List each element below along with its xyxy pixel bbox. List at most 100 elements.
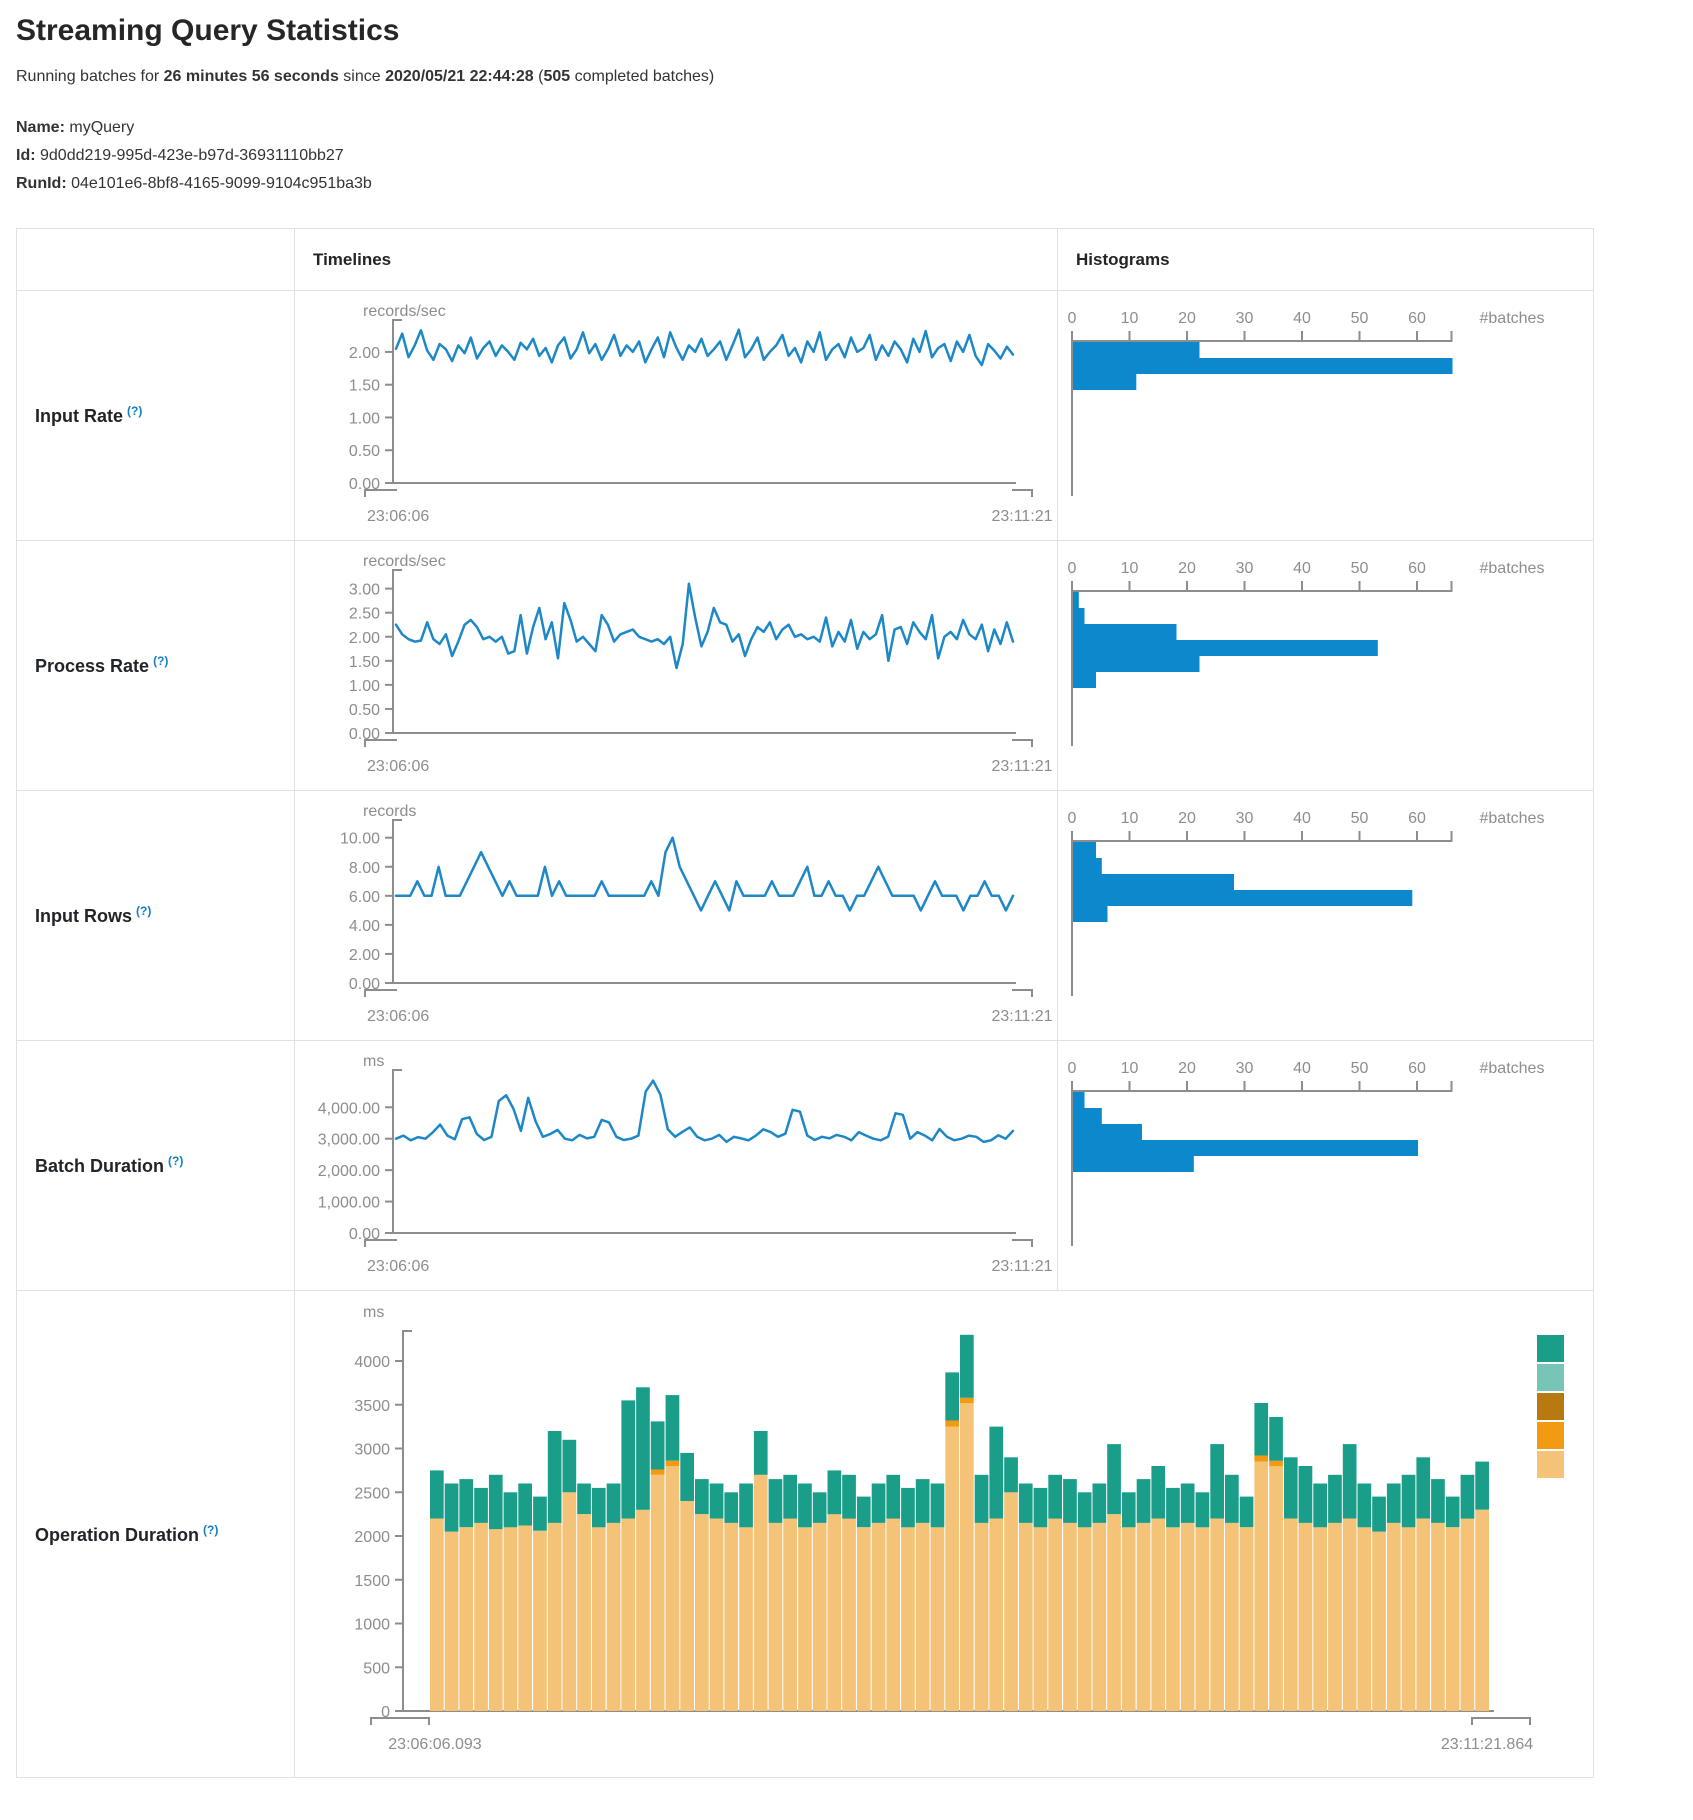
svg-text:3.00: 3.00 [349, 582, 380, 599]
svg-text:10.00: 10.00 [340, 831, 380, 848]
summary-suffix: completed batches) [570, 68, 715, 85]
svg-text:23:11:21: 23:11:21 [991, 1258, 1052, 1275]
histogram-cell-batch-duration: 0 10 20 30 40 50 60 #batches [1057, 1040, 1594, 1291]
svg-text:#batches: #batches [1480, 310, 1545, 327]
row-label-process-rate: Process Rate (?) [16, 540, 295, 791]
timeline-cell-input-rows: records 10.00 8.00 6.00 4.00 2.00 0.00 23:06:06… [294, 790, 1058, 1041]
svg-text:60: 60 [1408, 560, 1426, 577]
query-runid-value: 04e101e6-8bf8-4165-9099-9104c951ba3b [71, 175, 372, 192]
svg-text:4.00: 4.00 [349, 918, 380, 935]
query-name-row: Name: myQuery [16, 114, 1693, 142]
svg-text:10: 10 [1121, 810, 1139, 827]
svg-text:2,000.00: 2,000.00 [318, 1163, 380, 1180]
svg-text:0.50: 0.50 [349, 443, 380, 460]
svg-text:30: 30 [1236, 810, 1254, 827]
histogram-chart-input-rows: 0 10 20 30 40 50 60 #batches [1068, 810, 1545, 996]
svg-text:50: 50 [1351, 560, 1369, 577]
svg-text:0: 0 [1068, 310, 1077, 327]
help-icon-input-rows[interactable]: (?) [136, 904, 152, 918]
svg-text:1.50: 1.50 [349, 654, 380, 671]
svg-text:23:06:06: 23:06:06 [367, 1008, 429, 1025]
svg-text:10: 10 [1121, 560, 1139, 577]
svg-text:20: 20 [1178, 560, 1196, 577]
stats-row-batch-duration: Batch Duration (?) ms 4,000.00 3,000.00 2,000… [16, 1040, 1594, 1291]
svg-text:20: 20 [1178, 1060, 1196, 1077]
running-summary: Running batches for 26 minutes 56 second… [16, 68, 1693, 86]
svg-text:3000: 3000 [354, 1442, 390, 1459]
svg-text:2.50: 2.50 [349, 606, 380, 623]
svg-text:4000: 4000 [354, 1354, 390, 1371]
help-icon-operation-duration[interactable]: (?) [203, 1522, 219, 1537]
col-header-histograms: Histograms [1057, 228, 1594, 291]
svg-text:0.50: 0.50 [349, 702, 380, 719]
stats-row-process-rate: Process Rate (?) records/sec 3.00 2.50 2.00 1.… [16, 540, 1594, 791]
svg-text:23:11:21.864: 23:11:21.864 [1441, 1736, 1533, 1753]
legend-swatch-3 [1537, 1422, 1564, 1449]
help-icon-process-rate[interactable]: (?) [153, 654, 169, 668]
completed-batches-count: 505 [543, 68, 571, 85]
svg-text:60: 60 [1408, 810, 1426, 827]
svg-text:23:11:21: 23:11:21 [991, 1008, 1052, 1025]
timeline-chart-input-rate: records/sec 2.00 1.50 1.00 0.50 0.00 23:06:06 2… [349, 303, 1053, 525]
legend-swatch-2 [1537, 1393, 1564, 1420]
row-label-input-rows: Input Rows (?) [16, 790, 295, 1041]
histogram-chart-batch-duration: 0 10 20 30 40 50 60 #batches [1068, 1060, 1545, 1246]
svg-text:10: 10 [1121, 310, 1139, 327]
svg-text:23:11:21: 23:11:21 [991, 758, 1052, 775]
svg-text:23:06:06: 23:06:06 [367, 758, 429, 775]
svg-text:10: 10 [1121, 1060, 1139, 1077]
svg-text:23:06:06: 23:06:06 [367, 1258, 429, 1275]
row-label-text-input-rate: Input Rate [35, 406, 123, 426]
histogram-chart-process-rate: 0 10 20 30 40 50 60 #batches [1068, 560, 1545, 746]
help-icon-input-rate[interactable]: (?) [127, 404, 143, 418]
histogram-cell-process-rate: 0 10 20 30 40 50 60 #batches [1057, 540, 1594, 791]
query-id-label: Id: [16, 147, 36, 164]
legend-swatch-4 [1537, 1451, 1564, 1478]
svg-text:0: 0 [381, 1704, 390, 1721]
svg-text:4,000.00: 4,000.00 [318, 1100, 380, 1117]
svg-text:40: 40 [1293, 310, 1311, 327]
timeline-chart-process-rate: records/sec 3.00 2.50 2.00 1.50 1.00 0.50 0.00 2… [349, 553, 1053, 775]
help-icon-batch-duration[interactable]: (?) [168, 1154, 184, 1168]
svg-text:1500: 1500 [354, 1573, 390, 1590]
svg-text:#batches: #batches [1480, 1060, 1545, 1077]
svg-text:50: 50 [1351, 1060, 1369, 1077]
svg-text:23:06:06.093: 23:06:06.093 [388, 1736, 482, 1753]
svg-text:#batches: #batches [1480, 560, 1545, 577]
row-label-text-operation-duration: Operation Duration [35, 1524, 200, 1545]
svg-text:0.00: 0.00 [349, 1226, 380, 1243]
svg-text:2500: 2500 [354, 1485, 390, 1502]
running-duration: 26 minutes 56 seconds [163, 68, 339, 85]
svg-text:1.00: 1.00 [349, 410, 380, 427]
stats-header-row: Timelines Histograms [16, 228, 1594, 291]
col-header-timelines: Timelines [294, 228, 1058, 291]
svg-text:8.00: 8.00 [349, 860, 380, 877]
svg-text:records/sec: records/sec [363, 553, 446, 570]
stats-row-input-rows: Input Rows (?) records 10.00 8.00 6.00 4.00 2.0… [16, 790, 1594, 1041]
svg-text:3,000.00: 3,000.00 [318, 1132, 380, 1149]
svg-text:1,000.00: 1,000.00 [318, 1195, 380, 1212]
operation-duration-cell: ms 4000 3500 3000 2500 2000 1500 1000 500 0 23:06:… [294, 1290, 1594, 1778]
row-label-text-input-rows: Input Rows [35, 906, 132, 926]
stats-row-operation-duration: Operation Duration (?) ms 4000 3500 3000 2500 2… [16, 1290, 1594, 1778]
timeline-chart-batch-duration: ms 4,000.00 3,000.00 2,000.00 1,000.00 0.00 23… [318, 1053, 1053, 1275]
page-title: Streaming Query Statistics [16, 14, 400, 47]
svg-text:30: 30 [1236, 560, 1254, 577]
svg-text:#batches: #batches [1480, 810, 1545, 827]
svg-text:records: records [363, 803, 416, 820]
svg-text:2.00: 2.00 [349, 630, 380, 647]
stats-table: Timelines Histograms Input Rate (?) record… [16, 228, 1594, 1778]
svg-text:1000: 1000 [354, 1617, 390, 1634]
svg-text:1.50: 1.50 [349, 378, 380, 395]
svg-text:30: 30 [1236, 310, 1254, 327]
row-label-text-process-rate: Process Rate [35, 656, 150, 676]
query-runid-row: RunId: 04e101e6-8bf8-4165-9099-9104c951b… [16, 170, 1693, 198]
query-id-row: Id: 9d0dd219-995d-423e-b97d-36931110bb27 [16, 142, 1693, 170]
svg-text:40: 40 [1293, 560, 1311, 577]
timeline-cell-batch-duration: ms 4,000.00 3,000.00 2,000.00 1,000.00 0.00 23… [294, 1040, 1058, 1291]
svg-text:6.00: 6.00 [349, 889, 380, 906]
query-name-label: Name: [16, 119, 65, 136]
svg-text:20: 20 [1178, 810, 1196, 827]
svg-text:50: 50 [1351, 810, 1369, 827]
